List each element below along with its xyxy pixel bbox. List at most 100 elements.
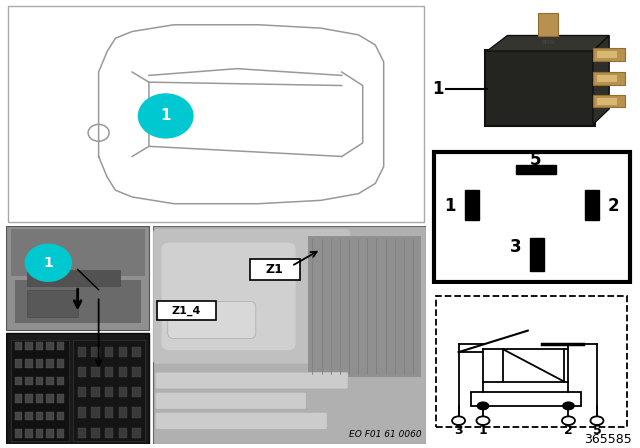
Bar bbox=[25, 429, 33, 438]
Text: 5: 5 bbox=[530, 151, 541, 169]
Circle shape bbox=[563, 402, 574, 409]
Bar bbox=[36, 412, 44, 420]
Bar bbox=[74, 340, 145, 441]
Bar bbox=[25, 342, 33, 350]
Bar bbox=[503, 349, 564, 382]
Bar bbox=[77, 427, 86, 438]
Bar bbox=[105, 367, 113, 377]
Bar bbox=[92, 387, 100, 397]
Bar bbox=[36, 342, 44, 350]
Bar bbox=[15, 359, 22, 368]
Text: 5: 5 bbox=[593, 423, 602, 437]
Text: 1: 1 bbox=[479, 423, 488, 437]
Bar bbox=[585, 190, 599, 220]
Bar bbox=[118, 427, 127, 438]
Text: 3: 3 bbox=[454, 423, 463, 437]
Bar bbox=[57, 412, 64, 420]
Bar bbox=[77, 347, 86, 357]
Bar bbox=[28, 270, 120, 286]
FancyBboxPatch shape bbox=[156, 372, 348, 389]
Text: 2: 2 bbox=[607, 197, 619, 215]
Bar bbox=[46, 359, 54, 368]
Bar bbox=[157, 302, 216, 320]
Bar bbox=[15, 377, 22, 385]
Circle shape bbox=[138, 94, 193, 138]
Bar bbox=[92, 427, 100, 438]
Circle shape bbox=[25, 244, 72, 281]
Bar bbox=[436, 296, 627, 427]
Bar bbox=[15, 280, 141, 323]
Bar bbox=[15, 429, 22, 438]
Bar bbox=[538, 13, 558, 35]
Text: 1: 1 bbox=[44, 256, 53, 270]
Bar bbox=[15, 394, 22, 403]
Bar bbox=[105, 387, 113, 397]
Bar bbox=[28, 290, 77, 317]
FancyBboxPatch shape bbox=[156, 392, 306, 409]
Bar bbox=[153, 226, 426, 444]
Text: Z1_4: Z1_4 bbox=[172, 306, 202, 316]
Bar bbox=[11, 229, 145, 276]
Bar bbox=[25, 412, 33, 420]
FancyBboxPatch shape bbox=[153, 229, 350, 364]
FancyBboxPatch shape bbox=[168, 302, 256, 339]
Bar bbox=[77, 367, 86, 377]
Circle shape bbox=[477, 402, 489, 409]
FancyBboxPatch shape bbox=[485, 50, 595, 126]
Bar bbox=[25, 359, 33, 368]
Bar bbox=[57, 377, 64, 385]
Bar bbox=[597, 98, 618, 105]
Bar bbox=[593, 48, 625, 61]
Text: EO F01 61 0060: EO F01 61 0060 bbox=[349, 431, 421, 439]
Text: 1: 1 bbox=[433, 80, 444, 98]
Polygon shape bbox=[593, 35, 609, 125]
Bar bbox=[530, 238, 544, 271]
Bar bbox=[92, 407, 100, 418]
Bar bbox=[46, 412, 54, 420]
Bar bbox=[132, 347, 141, 357]
Bar bbox=[593, 95, 625, 108]
Bar bbox=[57, 342, 64, 350]
Bar bbox=[25, 377, 33, 385]
Bar bbox=[77, 407, 86, 418]
Bar bbox=[15, 342, 22, 350]
Bar bbox=[36, 429, 44, 438]
Bar bbox=[132, 427, 141, 438]
Text: 3: 3 bbox=[509, 237, 522, 256]
Bar bbox=[92, 347, 100, 357]
Bar bbox=[36, 359, 44, 368]
Bar bbox=[250, 259, 300, 280]
FancyBboxPatch shape bbox=[156, 413, 327, 429]
Bar bbox=[92, 367, 100, 377]
Bar bbox=[46, 342, 54, 350]
Bar bbox=[57, 429, 64, 438]
Bar bbox=[593, 72, 625, 85]
Bar bbox=[36, 394, 44, 403]
Bar bbox=[118, 407, 127, 418]
FancyBboxPatch shape bbox=[161, 243, 296, 350]
Bar bbox=[36, 377, 44, 385]
Bar bbox=[597, 75, 618, 82]
Bar bbox=[132, 387, 141, 397]
Bar bbox=[46, 377, 54, 385]
Bar bbox=[6, 226, 149, 330]
Text: 2: 2 bbox=[564, 423, 573, 437]
Bar bbox=[132, 407, 141, 418]
Bar bbox=[308, 236, 421, 377]
Bar bbox=[118, 387, 127, 397]
Bar bbox=[118, 347, 127, 357]
Text: 365585: 365585 bbox=[584, 433, 632, 446]
Bar bbox=[105, 347, 113, 357]
Bar bbox=[465, 190, 479, 220]
Bar bbox=[15, 412, 22, 420]
Bar bbox=[46, 429, 54, 438]
Bar bbox=[597, 51, 618, 58]
Bar bbox=[132, 367, 141, 377]
Bar bbox=[516, 165, 556, 173]
Bar bbox=[105, 407, 113, 418]
Bar bbox=[77, 387, 86, 397]
Text: 1: 1 bbox=[161, 108, 171, 124]
Text: BMW: BMW bbox=[541, 40, 555, 45]
Bar bbox=[6, 333, 149, 444]
Bar bbox=[105, 427, 113, 438]
